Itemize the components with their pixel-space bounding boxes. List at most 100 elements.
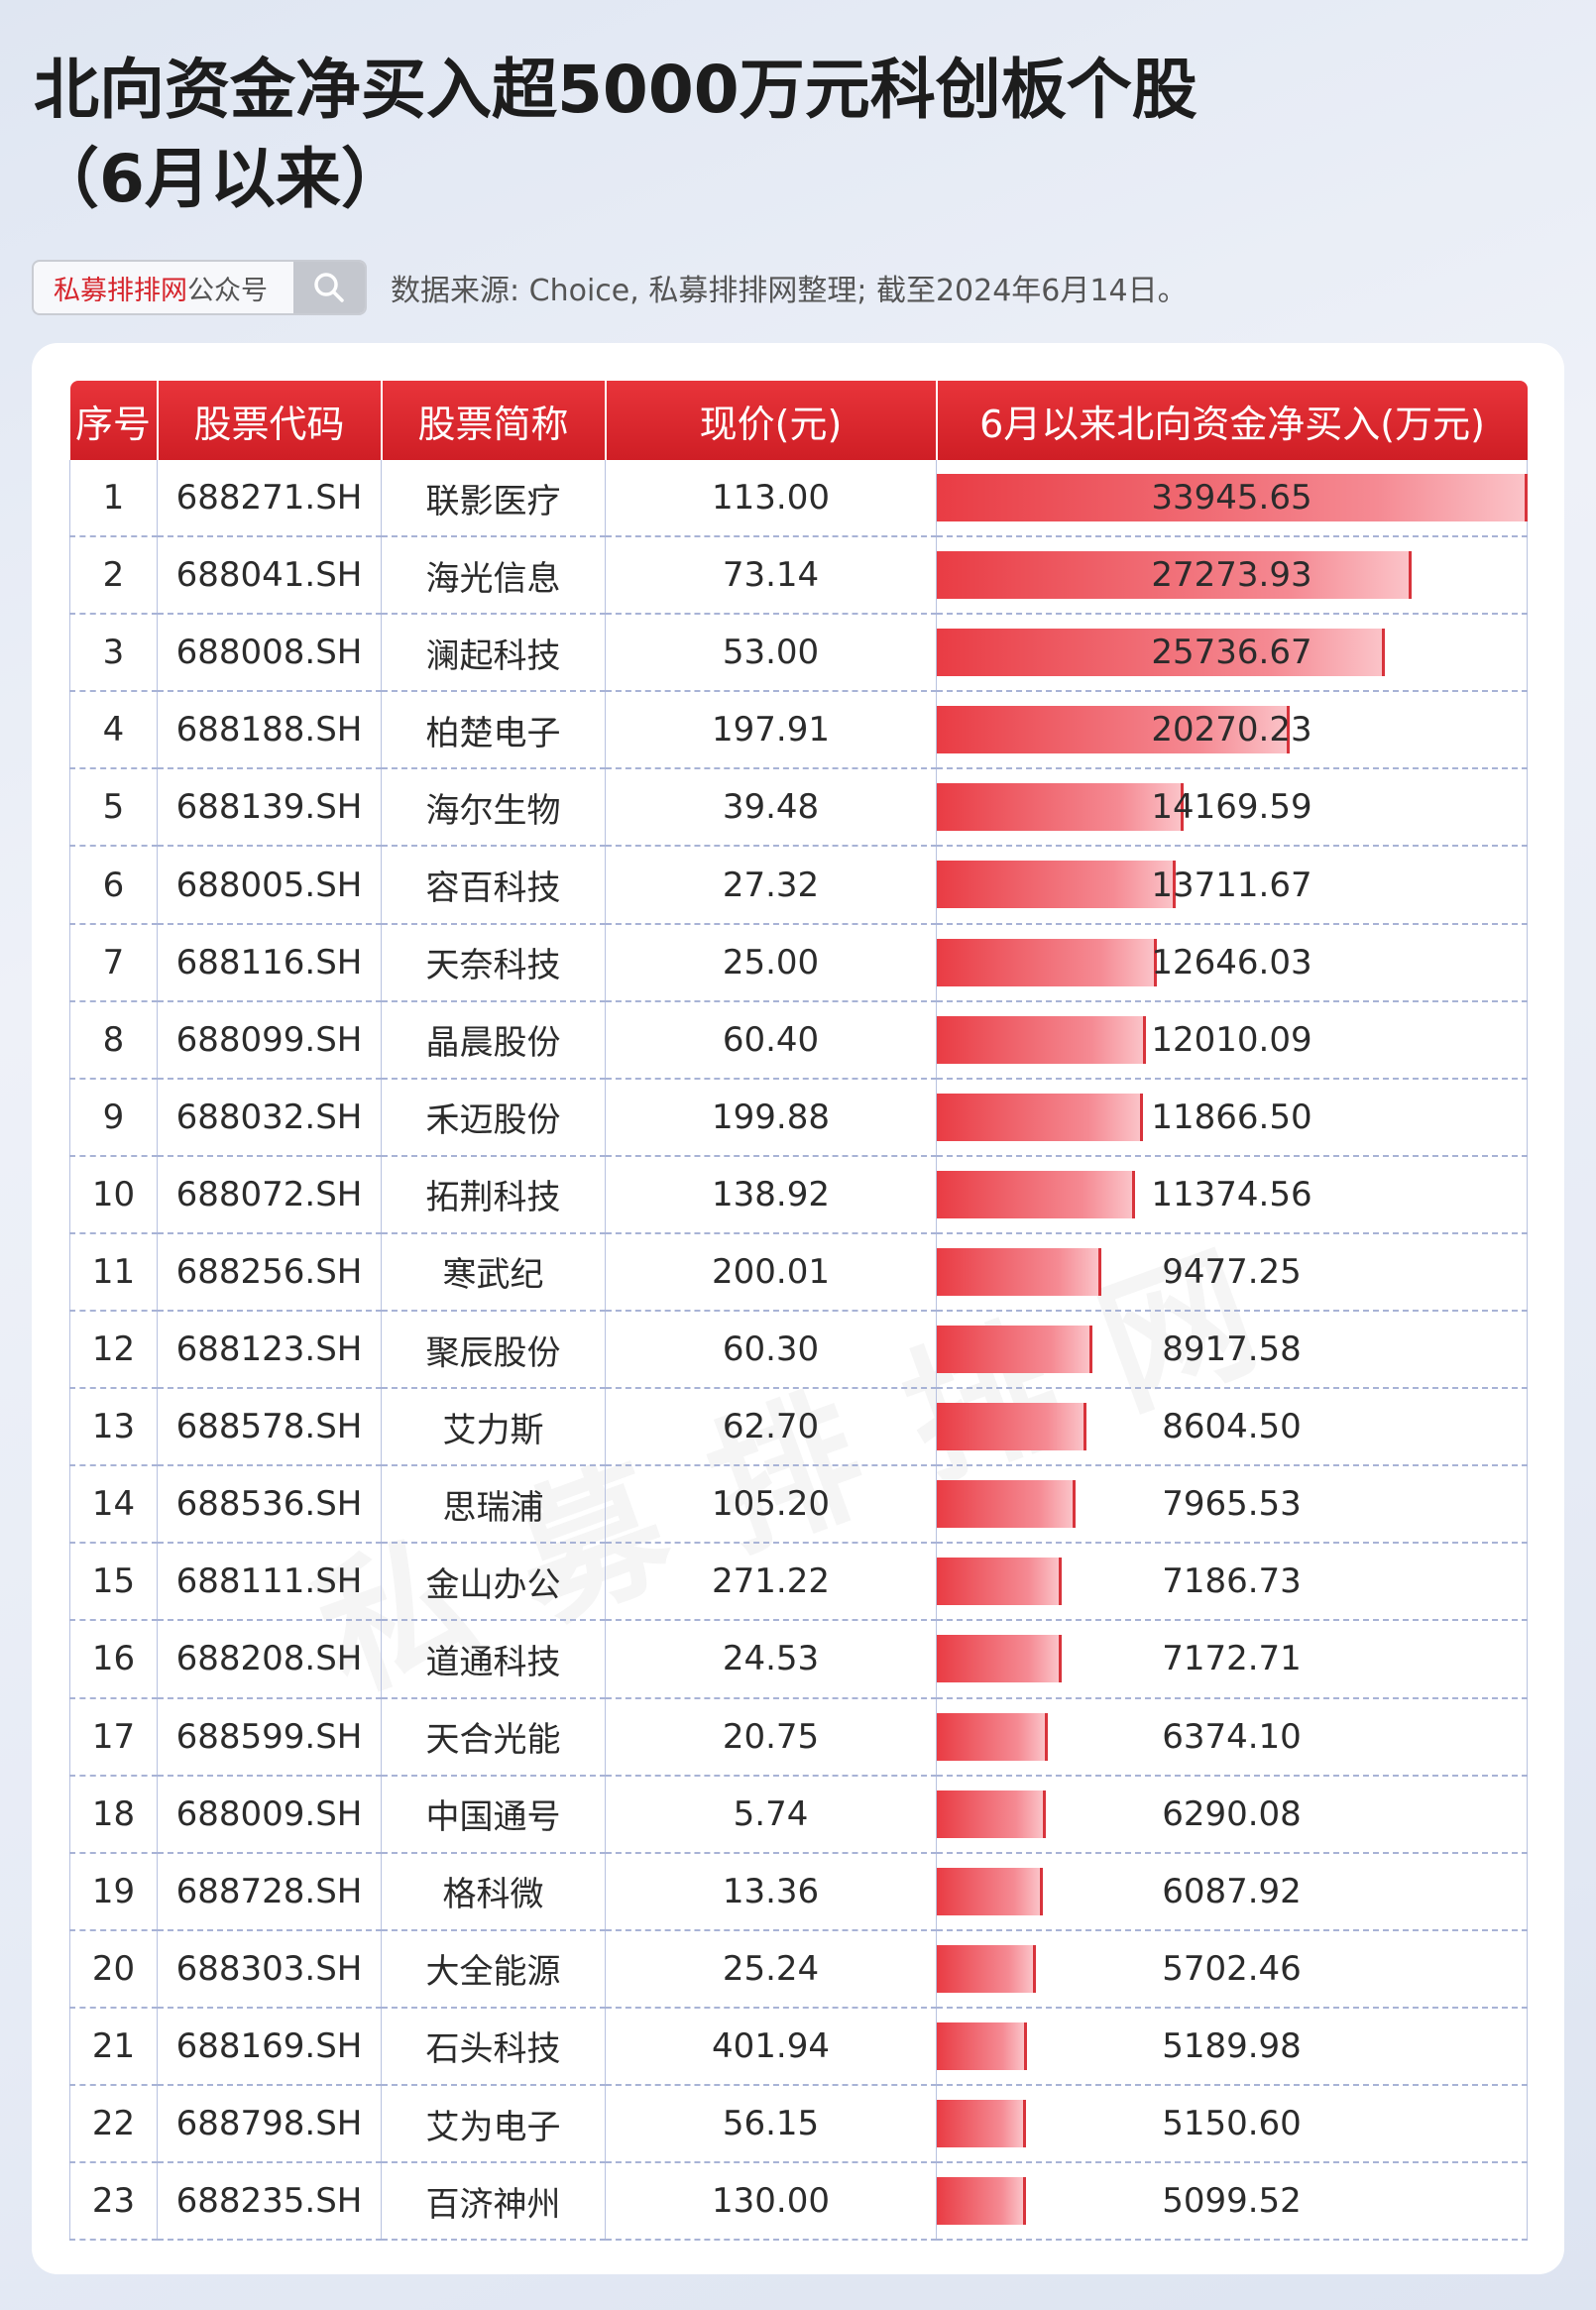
net-buy-value: 12010.09 <box>1151 1019 1312 1060</box>
stock-code: 688235.SH <box>157 2162 382 2242</box>
table-row: 23 688235.SH 百济神州 130.00 5099.52 <box>69 2162 1528 2242</box>
stock-code: 688728.SH <box>157 1852 382 1931</box>
stock-code: 688798.SH <box>157 2084 382 2164</box>
stock-name: 海尔生物 <box>381 768 606 848</box>
net-buy-cell: 8604.50 <box>936 1388 1528 1467</box>
stock-code: 688536.SH <box>157 1465 382 1545</box>
stock-price: 73.14 <box>605 536 937 616</box>
table-row: 4 688188.SH 柏楚电子 197.91 20270.23 <box>69 691 1528 770</box>
table-row: 16 688208.SH 道通科技 24.53 7172.71 <box>69 1620 1528 1699</box>
net-buy-bar <box>937 1480 1076 1529</box>
stock-name: 格科微 <box>381 1852 606 1931</box>
stock-name: 百济神州 <box>381 2162 606 2242</box>
net-buy-bar <box>937 1790 1047 1838</box>
stock-name: 道通科技 <box>381 1620 606 1699</box>
stock-code: 688599.SH <box>157 1697 382 1777</box>
table-row: 3 688008.SH 澜起科技 53.00 25736.67 <box>69 614 1528 693</box>
row-index: 3 <box>69 614 158 693</box>
net-buy-bar <box>937 1635 1062 1683</box>
net-buy-value: 27273.93 <box>1151 555 1312 596</box>
table-row: 7 688116.SH 天奈科技 25.00 12646.03 <box>69 923 1528 1002</box>
net-buy-value: 5702.46 <box>1162 1948 1302 1989</box>
header-index: 序号 <box>69 381 159 460</box>
table-row: 5 688139.SH 海尔生物 39.48 14169.59 <box>69 768 1528 848</box>
net-buy-cell: 9477.25 <box>936 1232 1528 1313</box>
table-row: 15 688111.SH 金山办公 271.22 7186.73 <box>69 1543 1528 1622</box>
net-buy-value: 8917.58 <box>1162 1329 1302 1370</box>
row-index: 21 <box>69 2007 158 2086</box>
net-buy-bar <box>937 783 1184 832</box>
net-buy-bar <box>937 2177 1026 2226</box>
net-buy-cell: 6374.10 <box>936 1697 1528 1777</box>
net-buy-cell: 25736.67 <box>936 614 1528 693</box>
net-buy-cell: 27273.93 <box>936 536 1528 616</box>
net-buy-cell: 12646.03 <box>936 923 1528 1002</box>
net-buy-value: 6374.10 <box>1162 1716 1302 1757</box>
net-buy-cell: 11374.56 <box>936 1155 1528 1234</box>
net-buy-bar <box>937 1247 1102 1296</box>
row-index: 6 <box>69 846 158 925</box>
table-row: 11 688256.SH 寒武纪 200.01 9477.25 <box>69 1232 1528 1313</box>
header-name: 股票简称 <box>381 381 607 460</box>
table-row: 13 688578.SH 艾力斯 62.70 8604.50 <box>69 1388 1528 1467</box>
table-card: 私募排排网 序号 股票代码 股票简称 现价(元) 6月以来北向资金净买入(万元)… <box>32 343 1564 2274</box>
net-buy-bar <box>937 1944 1037 1993</box>
row-index: 20 <box>69 1929 158 2009</box>
stock-code: 688123.SH <box>157 1311 382 1390</box>
net-buy-value: 13711.67 <box>1151 865 1312 905</box>
row-index: 5 <box>69 768 158 848</box>
stock-code: 688072.SH <box>157 1155 382 1234</box>
net-buy-bar <box>937 861 1176 909</box>
stock-price: 13.36 <box>605 1852 937 1931</box>
title-line-2: （6月以来） <box>34 141 406 217</box>
header-net-buy: 6月以来北向资金净买入(万元) <box>936 381 1528 460</box>
net-buy-bar <box>937 1015 1146 1064</box>
net-buy-cell: 7186.73 <box>936 1543 1528 1622</box>
stock-name: 联影医疗 <box>381 460 606 538</box>
stock-name: 艾为电子 <box>381 2084 606 2164</box>
stock-name: 聚辰股份 <box>381 1311 606 1390</box>
stock-name: 石头科技 <box>381 2007 606 2086</box>
net-buy-value: 7186.73 <box>1162 1561 1302 1602</box>
net-buy-value: 11866.50 <box>1151 1097 1312 1137</box>
row-index: 16 <box>69 1620 158 1699</box>
table-row: 6 688005.SH 容百科技 27.32 13711.67 <box>69 846 1528 925</box>
net-buy-bar <box>937 1712 1048 1761</box>
stock-name: 拓荆科技 <box>381 1155 606 1234</box>
table-row: 9 688032.SH 禾迈股份 199.88 11866.50 <box>69 1078 1528 1157</box>
stock-price: 5.74 <box>605 1775 937 1854</box>
stock-code: 688041.SH <box>157 536 382 616</box>
net-buy-cell: 8917.58 <box>936 1311 1528 1390</box>
stock-code: 688169.SH <box>157 2007 382 2086</box>
stock-name: 海光信息 <box>381 536 606 616</box>
net-buy-value: 6087.92 <box>1162 1871 1302 1911</box>
stock-price: 130.00 <box>605 2162 937 2242</box>
row-index: 12 <box>69 1311 158 1390</box>
stock-price: 62.70 <box>605 1388 937 1467</box>
stock-name: 柏楚电子 <box>381 691 606 770</box>
net-buy-value: 9477.25 <box>1162 1251 1302 1292</box>
net-buy-bar <box>937 1326 1092 1374</box>
row-index: 13 <box>69 1388 158 1467</box>
search-box[interactable]: 私募排排网 公众号 <box>32 260 367 315</box>
stock-price: 271.22 <box>605 1543 937 1622</box>
stock-price: 24.53 <box>605 1620 937 1699</box>
row-index: 9 <box>69 1078 158 1157</box>
row-index: 7 <box>69 923 158 1002</box>
stock-code: 688188.SH <box>157 691 382 770</box>
stock-name: 大全能源 <box>381 1929 606 2009</box>
net-buy-value: 5099.52 <box>1162 2181 1302 2222</box>
net-buy-value: 14169.59 <box>1151 787 1312 828</box>
net-buy-value: 8604.50 <box>1162 1407 1302 1447</box>
title-line-1: 北向资金净买入超5000万元科创板个股 <box>34 52 1197 128</box>
search-button[interactable] <box>293 262 365 313</box>
table-row: 20 688303.SH 大全能源 25.24 5702.46 <box>69 1929 1528 2009</box>
stock-price: 113.00 <box>605 460 937 538</box>
stock-price: 25.24 <box>605 1929 937 2009</box>
row-index: 11 <box>69 1232 158 1313</box>
net-buy-bar <box>937 474 1528 521</box>
stock-name: 金山办公 <box>381 1543 606 1622</box>
stock-code: 688005.SH <box>157 846 382 925</box>
table-header-row: 序号 股票代码 股票简称 现价(元) 6月以来北向资金净买入(万元) <box>69 381 1528 460</box>
row-index: 14 <box>69 1465 158 1545</box>
